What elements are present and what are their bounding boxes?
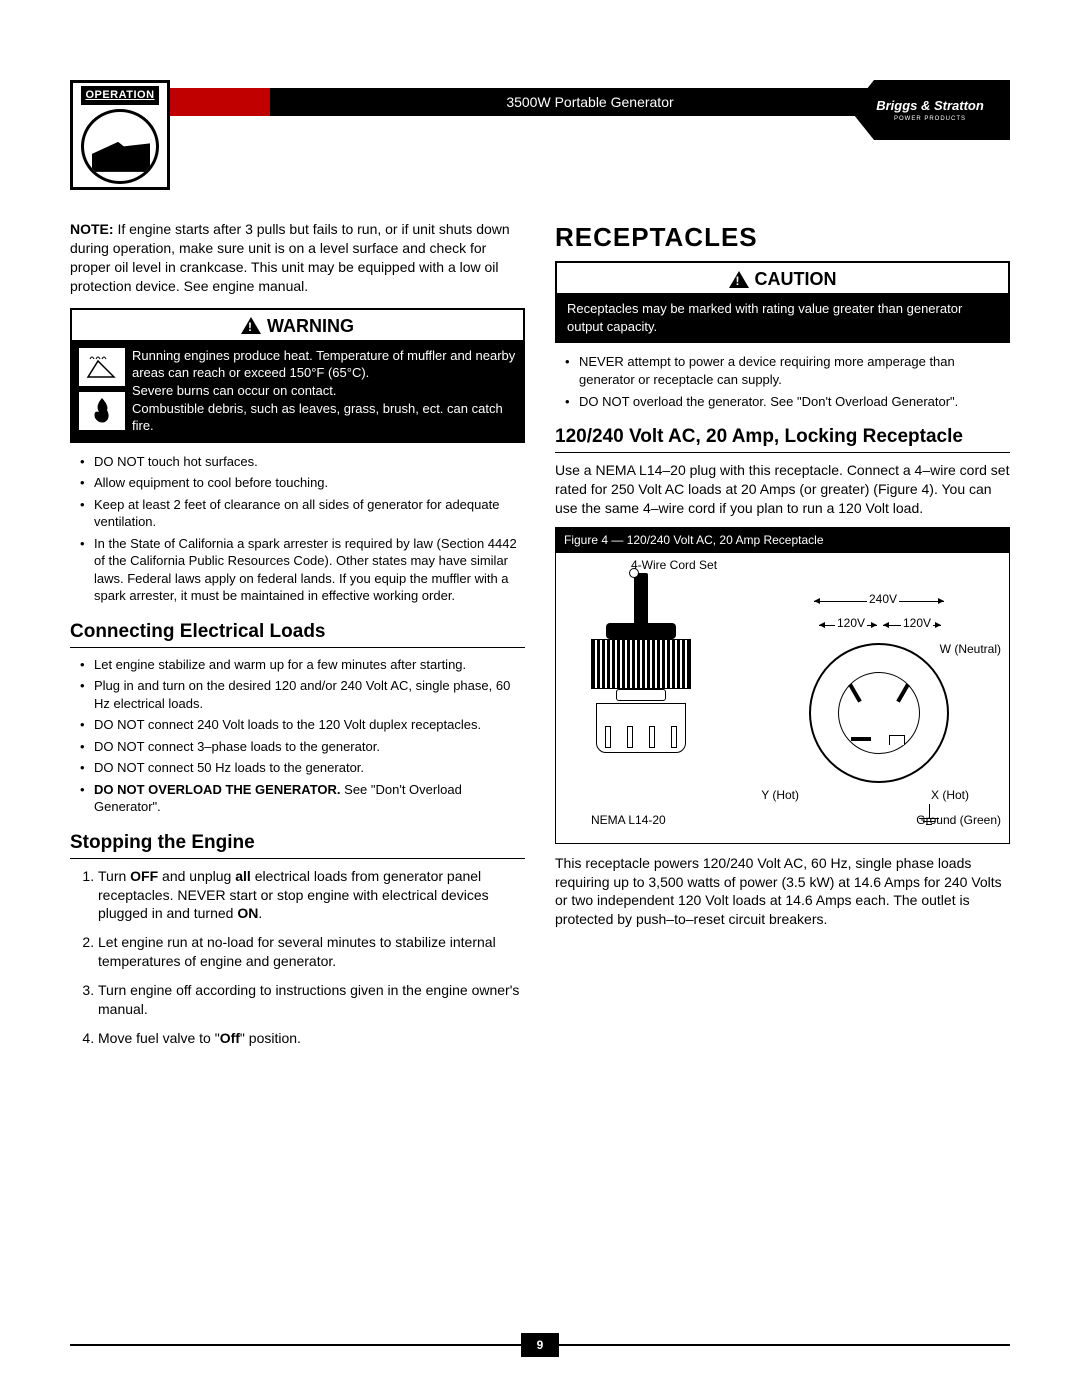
caution-bullets: NEVER attempt to power a device requirin… — [555, 353, 1010, 410]
caution-triangle-icon — [729, 271, 749, 288]
stopping-step: Turn engine off according to instruction… — [98, 981, 525, 1019]
warning-body: Running engines produce heat. Temperatur… — [72, 341, 523, 441]
brand-sub: POWER PRODUCTS — [894, 115, 966, 123]
figure-4: Figure 4 — 120/240 Volt AC, 20 Amp Recep… — [555, 527, 1010, 843]
label-y: Y (Hot) — [761, 787, 799, 803]
warning-line-3: Combustible debris, such as leaves, gras… — [132, 400, 517, 435]
footer-line — [70, 1344, 521, 1346]
warning-bullet: Keep at least 2 feet of clearance on all… — [86, 496, 525, 531]
figure-title: Figure 4 — 120/240 Volt AC, 20 Amp Recep… — [556, 528, 1009, 552]
operation-badge: OPERATION — [70, 80, 170, 190]
connecting-bullet: DO NOT connect 240 Volt loads to the 120… — [86, 716, 525, 734]
note-text: NOTE: If engine starts after 3 pulls but… — [70, 220, 525, 296]
caution-box: CAUTION Receptacles may be marked with r… — [555, 261, 1010, 343]
page-footer: 9 — [70, 1333, 1010, 1357]
brand-logo: Briggs & Stratton POWER PRODUCTS — [850, 80, 1010, 140]
warning-text: Running engines produce heat. Temperatur… — [132, 347, 517, 435]
label-120v-b: 120V — [901, 615, 933, 631]
caution-bullet: DO NOT overload the generator. See "Don'… — [571, 393, 1010, 411]
label-120v-a: 120V — [835, 615, 867, 631]
warning-title: WARNING — [267, 314, 354, 338]
caution-title: CAUTION — [755, 267, 837, 291]
warning-box: WARNING Running engines produce heat. Te… — [70, 308, 525, 443]
connecting-bullet: DO NOT connect 3–phase loads to the gene… — [86, 738, 525, 756]
label-nema: NEMA L14-20 — [591, 812, 666, 828]
operation-label: OPERATION — [81, 86, 158, 105]
page-header: OPERATION 3500W Portable Generator Brigg… — [70, 80, 1010, 190]
connecting-bullet-bold: DO NOT OVERLOAD THE GENERATOR. See "Don'… — [86, 781, 525, 816]
warning-line-2: Severe burns can occur on contact. — [132, 382, 517, 400]
label-cord: 4-Wire Cord Set — [631, 557, 717, 573]
warning-icon-stack — [78, 347, 126, 435]
stopping-heading: Stopping the Engine — [70, 830, 525, 859]
red-accent — [170, 88, 270, 116]
warning-bullet: In the State of California a spark arres… — [86, 535, 525, 605]
hot-surface-icon — [78, 347, 126, 387]
connecting-bullets: Let engine stabilize and warm up for a f… — [70, 656, 525, 816]
content-columns: NOTE: If engine starts after 3 pulls but… — [70, 220, 1010, 1058]
label-ground: Ground (Green) — [916, 812, 1001, 828]
warning-header: WARNING — [72, 310, 523, 341]
receptacle-para-1: Use a NEMA L14–20 plug with this recepta… — [555, 461, 1010, 518]
connecting-bullet: Let engine stabilize and warm up for a f… — [86, 656, 525, 674]
plug-drawing — [586, 573, 696, 753]
caution-header: CAUTION — [557, 263, 1008, 294]
page-number: 9 — [521, 1333, 560, 1357]
stopping-step: Move fuel valve to "Off" position. — [98, 1029, 525, 1048]
warning-bullets: DO NOT touch hot surfaces. Allow equipme… — [70, 453, 525, 605]
warning-triangle-icon — [241, 317, 261, 334]
label-x: X (Hot) — [931, 787, 969, 803]
figure-body: 4-Wire Cord Set NEMA L14-20 240V 120V 12… — [556, 553, 1009, 843]
outlet-diagram — [809, 643, 949, 783]
warning-line-1: Running engines produce heat. Temperatur… — [132, 347, 517, 382]
receptacles-heading: RECEPTACLES — [555, 220, 1010, 255]
stopping-steps: Turn OFF and unplug all electrical loads… — [70, 867, 525, 1048]
stopping-step: Turn OFF and unplug all electrical loads… — [98, 867, 525, 924]
footer-line — [559, 1344, 1010, 1346]
product-title: 3500W Portable Generator — [506, 94, 673, 110]
connecting-heading: Connecting Electrical Loads — [70, 619, 525, 648]
fire-icon — [78, 391, 126, 431]
right-column: RECEPTACLES CAUTION Receptacles may be m… — [555, 220, 1010, 1058]
stopping-step: Let engine run at no-load for several mi… — [98, 933, 525, 971]
operation-icon — [81, 109, 159, 184]
caution-bullet: NEVER attempt to power a device requirin… — [571, 353, 1010, 388]
label-w: W (Neutral) — [940, 641, 1001, 657]
note-body: If engine starts after 3 pulls but fails… — [70, 221, 510, 294]
warning-bullet: Allow equipment to cool before touching. — [86, 474, 525, 492]
receptacle-subheading: 120/240 Volt AC, 20 Amp, Locking Recepta… — [555, 424, 1010, 453]
receptacle-para-2: This receptacle powers 120/240 Volt AC, … — [555, 854, 1010, 930]
caution-black-text: Receptacles may be marked with rating va… — [557, 294, 1008, 341]
connecting-bullet: DO NOT connect 50 Hz loads to the genera… — [86, 759, 525, 777]
left-column: NOTE: If engine starts after 3 pulls but… — [70, 220, 525, 1058]
brand-name: Briggs & Stratton — [876, 97, 984, 115]
warning-bullet: DO NOT touch hot surfaces. — [86, 453, 525, 471]
label-240v: 240V — [867, 591, 899, 607]
overload-bold: DO NOT OVERLOAD THE GENERATOR. — [94, 782, 341, 797]
connecting-bullet: Plug in and turn on the desired 120 and/… — [86, 677, 525, 712]
